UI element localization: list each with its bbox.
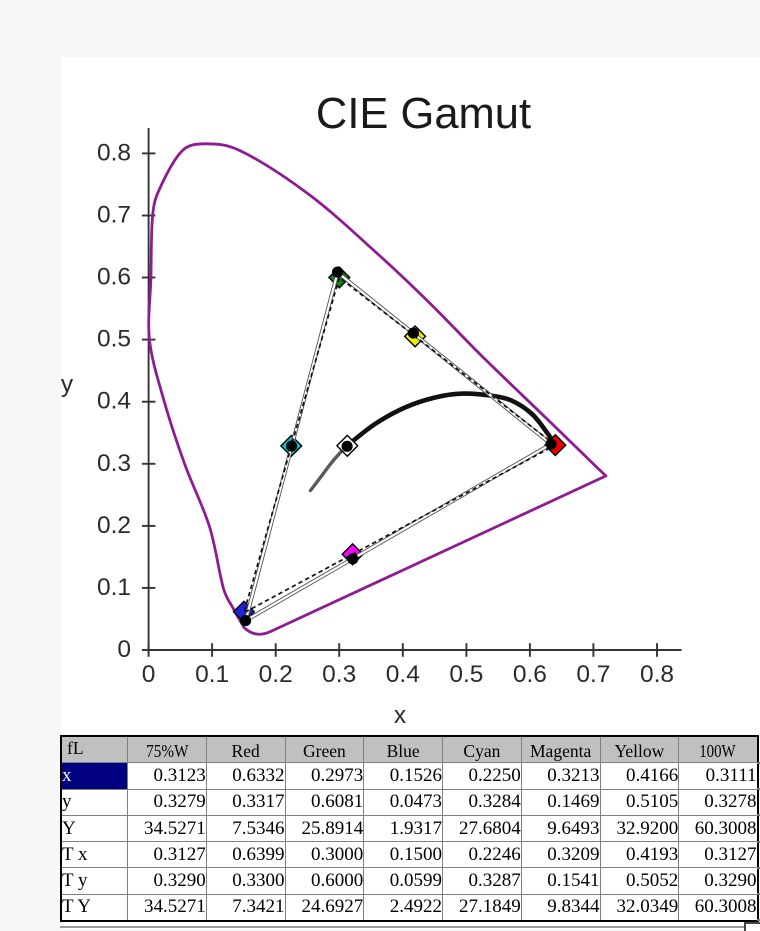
- svg-text:0.6: 0.6: [513, 661, 547, 688]
- svg-text:0.1: 0.1: [97, 574, 131, 601]
- svg-text:0.7: 0.7: [576, 661, 610, 688]
- svg-text:0.8: 0.8: [97, 139, 131, 166]
- svg-text:CIE Gamut: CIE Gamut: [316, 90, 531, 138]
- svg-text:0.4: 0.4: [386, 661, 420, 688]
- svg-text:0.1: 0.1: [195, 661, 229, 688]
- svg-text:0.8: 0.8: [640, 661, 674, 688]
- svg-text:0: 0: [142, 661, 156, 688]
- svg-text:0.5: 0.5: [97, 326, 131, 353]
- svg-text:0: 0: [117, 636, 131, 663]
- svg-text:0.2: 0.2: [259, 661, 293, 688]
- svg-text:y: y: [61, 371, 74, 398]
- svg-text:0.6: 0.6: [97, 264, 131, 291]
- svg-text:0.2: 0.2: [97, 512, 131, 539]
- svg-text:0.3: 0.3: [322, 661, 356, 688]
- svg-text:0.3: 0.3: [97, 450, 131, 477]
- svg-text:0.5: 0.5: [449, 661, 483, 688]
- svg-text:0.7: 0.7: [97, 202, 131, 229]
- svg-text:0.4: 0.4: [97, 388, 131, 415]
- svg-text:x: x: [394, 702, 406, 729]
